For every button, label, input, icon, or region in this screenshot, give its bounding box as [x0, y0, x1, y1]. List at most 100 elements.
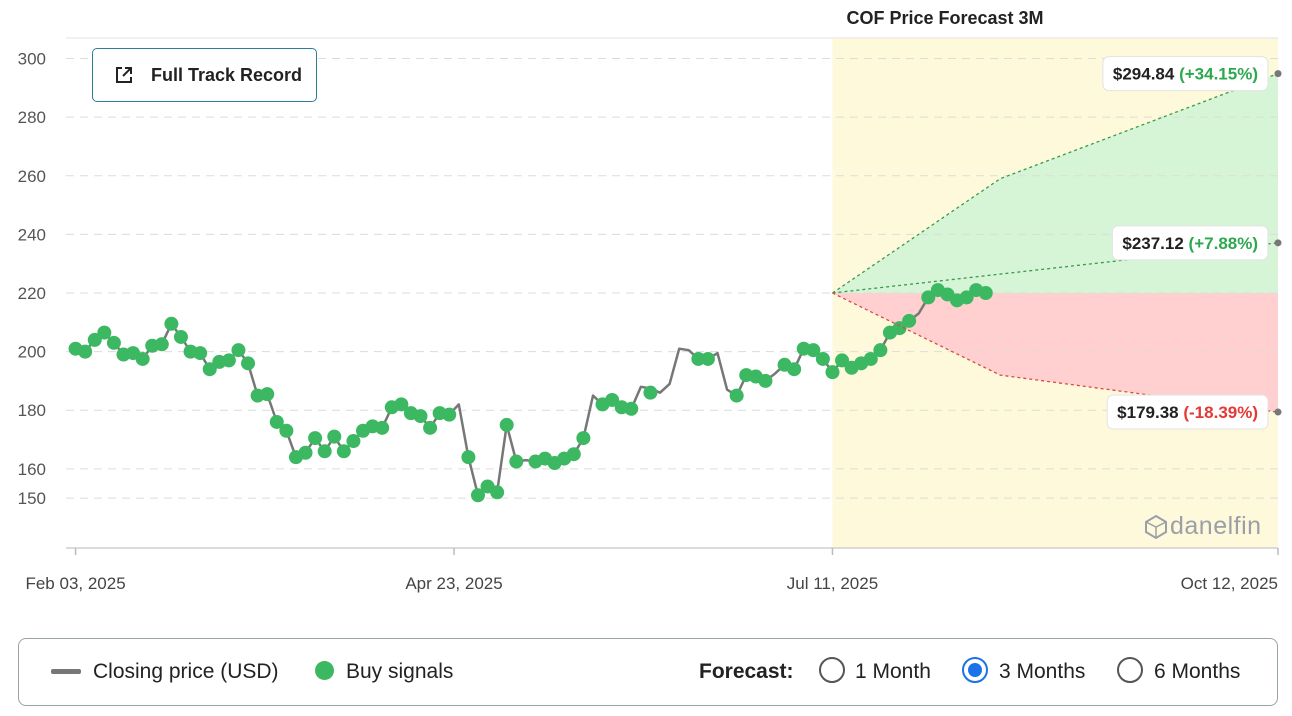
forecast-high-endpoint — [1274, 70, 1282, 78]
buy-signal-point — [624, 401, 639, 416]
buy-signal-point — [787, 362, 802, 377]
chart-legend: Closing price (USD) Buy signals Forecast… — [18, 638, 1278, 706]
forecast-labels: $294.84 (+34.15%) $237.12 (+7.88%) $179.38… — [1102, 56, 1269, 430]
watermark-text: danelfin — [1170, 512, 1262, 540]
buy-signal-point — [461, 450, 476, 465]
radio-6-months[interactable] — [1117, 657, 1143, 683]
buy-signal-point — [78, 344, 93, 359]
buy-signal-point — [231, 343, 246, 358]
full-track-record-label: Full Track Record — [151, 64, 303, 85]
danelfin-watermark: danelfin — [1142, 512, 1262, 541]
forecast-low-endpoint — [1274, 408, 1282, 416]
y-tick-label: 240 — [18, 225, 46, 244]
buy-signal-point — [327, 429, 342, 444]
full-track-record-button[interactable]: Full Track Record — [92, 48, 317, 102]
buy-signal-point — [758, 373, 773, 388]
buy-signals-series — [68, 283, 993, 503]
y-tick-label: 300 — [18, 50, 46, 69]
forecast-label: Forecast: — [699, 660, 794, 683]
closing-price-swatch — [51, 669, 81, 674]
external-link-icon — [113, 64, 135, 86]
buy-signal-point — [193, 346, 208, 361]
y-tick-label: 150 — [18, 489, 46, 508]
forecast-high-label-text: $294.84 (+34.15%) — [1113, 65, 1258, 84]
y-tick-label: 200 — [18, 343, 46, 362]
x-tick-label: Oct 12, 2025 — [1181, 574, 1278, 593]
chart-title: COF Price Forecast 3M — [846, 8, 1043, 28]
buy-signal-point — [873, 343, 888, 358]
buy-signal-swatch — [315, 661, 334, 680]
buy-signal-point — [308, 431, 323, 446]
buy-signal-point — [959, 290, 974, 305]
buy-signal-point — [835, 353, 850, 368]
forecast-high-label-box — [1102, 56, 1269, 92]
buy-signal-point — [509, 454, 524, 469]
buy-signal-point — [202, 362, 217, 377]
buy-signal-point — [729, 388, 744, 403]
chart-grid — [66, 37, 1278, 499]
buy-signal-point — [221, 353, 236, 368]
y-tick-label: 260 — [18, 167, 46, 186]
radio-6-months-label[interactable]: 6 Months — [1154, 660, 1241, 683]
buy-signal-point — [269, 414, 284, 429]
buy-signal-point — [978, 286, 993, 300]
buy-signal-point — [806, 343, 821, 358]
buy-signal-point — [499, 417, 514, 432]
forecast-low-label-text: $179.38 (-18.39%) — [1117, 403, 1258, 422]
forecast-mid-label-change: (+7.88%) — [1189, 234, 1258, 253]
buy-signal-point — [442, 407, 457, 422]
radio-1-month-label[interactable]: 1 Month — [855, 660, 931, 683]
downside-area — [832, 293, 1278, 413]
forecast-high-line — [832, 72, 1279, 294]
buy-signal-point — [87, 332, 102, 347]
buy-signal-point — [97, 325, 112, 340]
buy-signals-legend-label: Buy signals — [346, 660, 454, 683]
buy-signal-point — [605, 392, 620, 407]
x-tick-label: Apr 23, 2025 — [405, 574, 502, 593]
forecast-mid-label-text: $237.12 (+7.88%) — [1122, 234, 1258, 253]
buy-signal-point — [921, 290, 936, 305]
buy-signal-point — [470, 488, 485, 503]
x-axis: Feb 03, 2025 Apr 23, 2025 Jul 11, 2025 Oct … — [25, 547, 1279, 593]
y-tick-label: 160 — [18, 460, 46, 479]
radio-1-month[interactable] — [819, 657, 845, 683]
y-tick-label: 180 — [18, 401, 46, 420]
buy-signal-point — [106, 335, 121, 350]
forecast-low-label: $179.38 (-18.39%) — [1106, 394, 1269, 430]
x-tick-label: Jul 11, 2025 — [787, 574, 878, 593]
y-tick-label: 280 — [18, 108, 46, 127]
y-axis: 150 160 180 200 220 240 260 280 300 — [18, 50, 46, 509]
buy-signal-point — [863, 351, 878, 366]
buy-signal-point — [825, 365, 840, 380]
radio-3-months[interactable] — [962, 657, 988, 683]
buy-signal-point — [643, 385, 658, 400]
danelfin-logo-icon — [1145, 514, 1167, 539]
buy-signal-point — [566, 447, 581, 462]
buy-signal-point — [815, 351, 830, 366]
buy-signal-point — [135, 351, 150, 366]
buy-signal-point — [892, 321, 907, 336]
forecast-mid-endpoint — [1274, 239, 1282, 247]
buy-signal-point — [375, 420, 390, 435]
radio-3-months-label[interactable]: 3 Months — [999, 660, 1086, 683]
buy-signal-point — [241, 356, 256, 371]
buy-signal-point — [173, 329, 188, 344]
forecast-low-label-box — [1106, 394, 1269, 430]
buy-signal-point — [260, 387, 275, 402]
x-tick-label: Feb 03, 2025 — [25, 574, 125, 593]
forecast-mid-label-box — [1111, 225, 1269, 261]
buy-signal-point — [298, 445, 313, 460]
buy-signal-point — [394, 397, 409, 412]
y-tick-label: 220 — [18, 284, 46, 303]
closing-price-legend-label: Closing price (USD) — [93, 660, 279, 683]
buy-signal-point — [490, 485, 505, 500]
buy-signal-point — [279, 423, 294, 438]
forecast-high-label: $294.84 (+34.15%) — [1102, 56, 1269, 92]
buy-signal-point — [154, 337, 169, 352]
buy-signal-point — [336, 444, 351, 459]
buy-signal-point — [700, 351, 715, 366]
forecast-mid-label-price: $237.12 — [1122, 234, 1188, 253]
buy-signal-point — [164, 316, 179, 331]
buy-signal-point — [576, 431, 591, 446]
